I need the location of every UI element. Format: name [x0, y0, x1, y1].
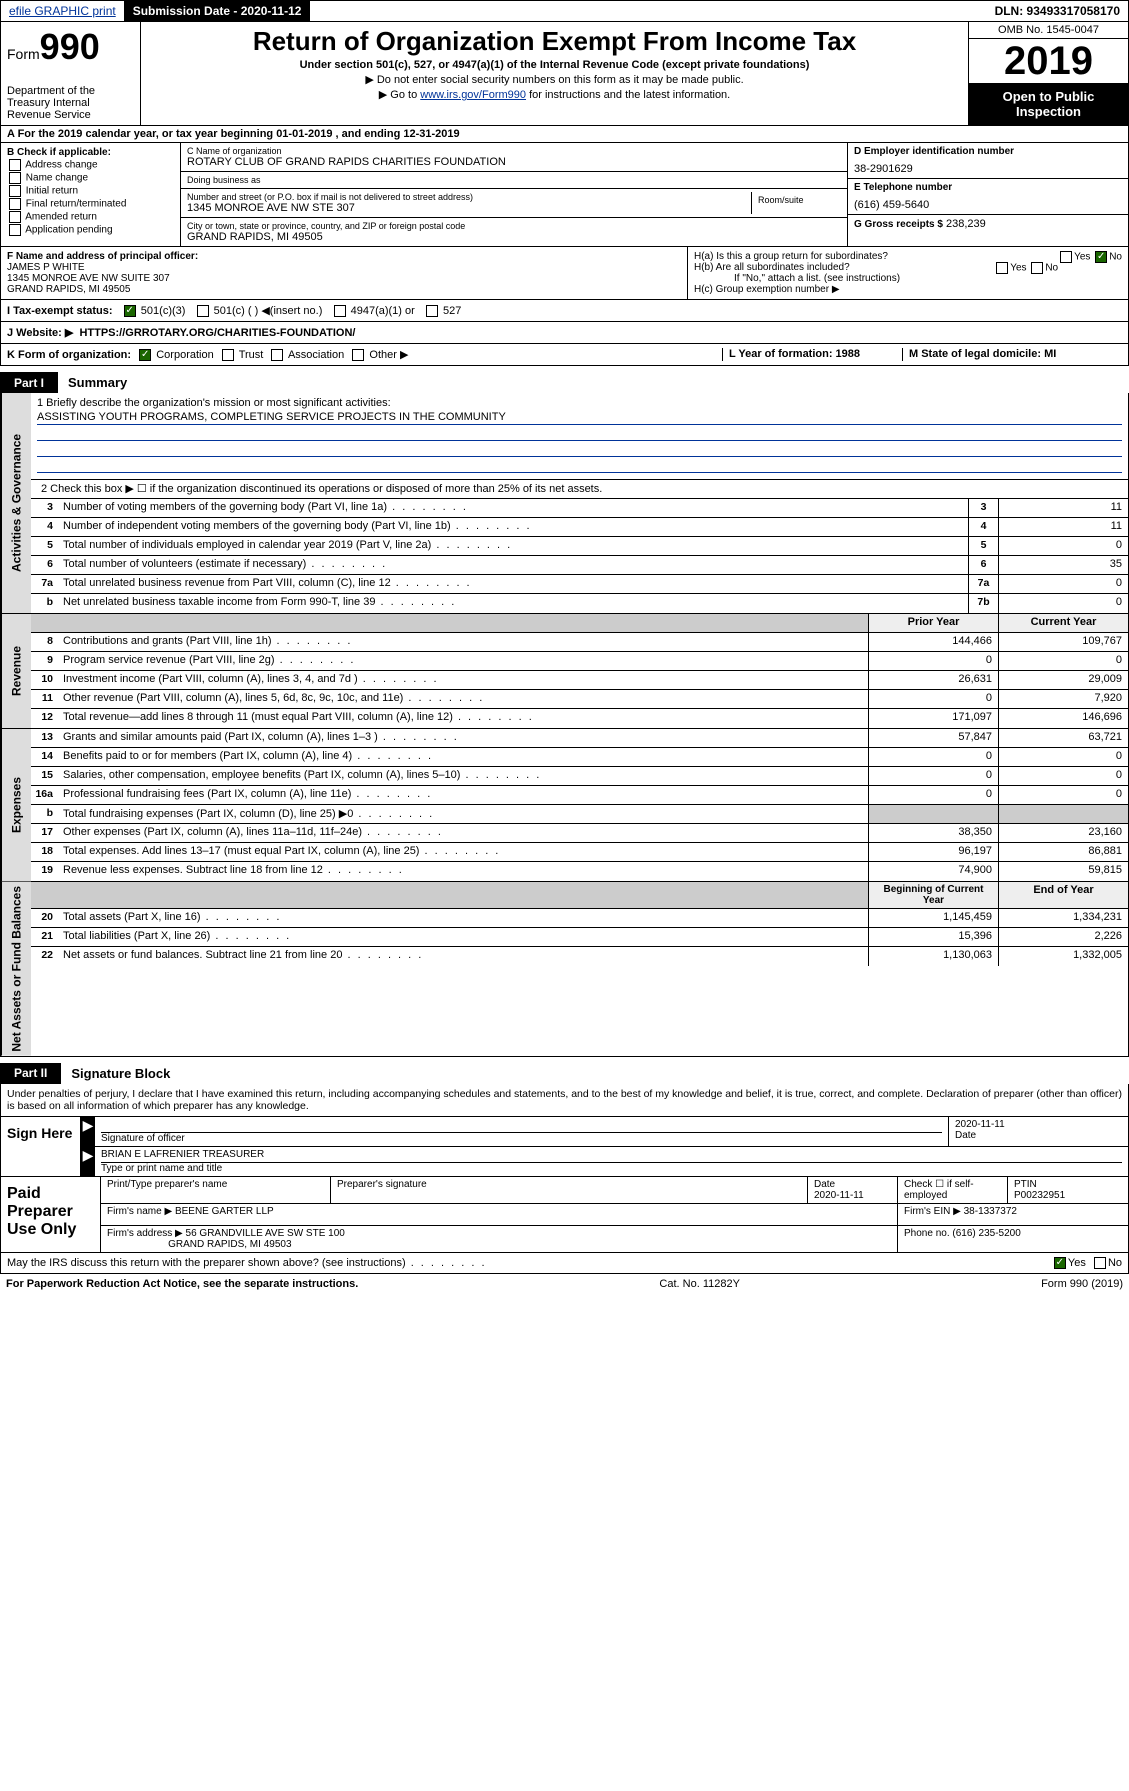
chk-501c3[interactable]	[124, 305, 136, 317]
chk-corporation[interactable]	[139, 349, 151, 361]
chk-association[interactable]	[271, 349, 283, 361]
department: Department of the Treasury Internal Reve…	[7, 85, 134, 121]
subtitle: Under section 501(c), 527, or 4947(a)(1)…	[151, 59, 958, 71]
table-row: 15Salaries, other compensation, employee…	[31, 767, 1128, 786]
table-row: 22Net assets or fund balances. Subtract …	[31, 947, 1128, 966]
chk-final-return[interactable]: Final return/terminated	[7, 198, 174, 210]
table-row: 7aTotal unrelated business revenue from …	[31, 575, 1128, 594]
revenue-label: Revenue	[1, 614, 31, 728]
table-row: 20Total assets (Part X, line 16)1,145,45…	[31, 909, 1128, 928]
sig-arrow-icon: ▶	[81, 1117, 95, 1146]
address-cell: Number and street (or P.O. box if mail i…	[181, 189, 847, 218]
sign-here-row: Sign Here ▶ Signature of officer 2020-11…	[1, 1116, 1128, 1176]
chk-trust[interactable]	[222, 349, 234, 361]
line-2: 2 Check this box ▶ ☐ if the organization…	[31, 480, 1128, 499]
table-row: 14Benefits paid to or for members (Part …	[31, 748, 1128, 767]
col-b-checkboxes: B Check if applicable: Address change Na…	[1, 143, 181, 246]
open-to-public: Open to Public Inspection	[969, 83, 1128, 125]
table-row: 4Number of independent voting members of…	[31, 518, 1128, 537]
table-row: bNet unrelated business taxable income f…	[31, 594, 1128, 613]
tax-year: 2019	[969, 39, 1128, 83]
gross-receipts-cell: G Gross receipts $ 238,239	[848, 215, 1128, 246]
website-url[interactable]: HTTPS://GRROTARY.ORG/CHARITIES-FOUNDATIO…	[79, 327, 355, 339]
form-number: Form990	[7, 26, 134, 68]
expenses-section: Expenses 13Grants and similar amounts pa…	[0, 729, 1129, 882]
form-header: Form990 Department of the Treasury Inter…	[0, 22, 1129, 126]
chk-name-change[interactable]: Name change	[7, 172, 174, 184]
note-instructions: ▶ Go to www.irs.gov/Form990 for instruct…	[151, 88, 958, 101]
sig-arrow-icon: ▶	[81, 1147, 95, 1176]
chk-address-change[interactable]: Address change	[7, 159, 174, 171]
officer-group-row: F Name and address of principal officer:…	[0, 247, 1129, 300]
instructions-link[interactable]: www.irs.gov/Form990	[420, 89, 526, 101]
table-row: 21Total liabilities (Part X, line 26)15,…	[31, 928, 1128, 947]
footer: For Paperwork Reduction Act Notice, see …	[0, 1274, 1129, 1294]
state-domicile: M State of legal domicile: MI	[902, 348, 1122, 361]
table-row: 17Other expenses (Part IX, column (A), l…	[31, 824, 1128, 843]
firm-name: BEENE GARTER LLP	[175, 1206, 274, 1217]
table-row: 16aProfessional fundraising fees (Part I…	[31, 786, 1128, 805]
table-row: 13Grants and similar amounts paid (Part …	[31, 729, 1128, 748]
omb-number: OMB No. 1545-0047	[969, 22, 1128, 39]
org-info-grid: B Check if applicable: Address change Na…	[0, 143, 1129, 247]
telephone-cell: E Telephone number (616) 459-5640	[848, 179, 1128, 215]
website-row: J Website: ▶ HTTPS://GRROTARY.ORG/CHARIT…	[0, 322, 1129, 344]
dln: DLN: 93493317058170	[987, 1, 1128, 21]
perjury-declaration: Under penalties of perjury, I declare th…	[1, 1084, 1128, 1116]
discuss-row: May the IRS discuss this return with the…	[0, 1253, 1129, 1274]
table-row: 11Other revenue (Part VIII, column (A), …	[31, 690, 1128, 709]
chk-application-pending[interactable]: Application pending	[7, 224, 174, 236]
chk-discuss-yes[interactable]	[1054, 1257, 1066, 1269]
chk-527[interactable]	[426, 305, 438, 317]
org-name-cell: C Name of organization ROTARY CLUB OF GR…	[181, 143, 847, 172]
chk-initial-return[interactable]: Initial return	[7, 185, 174, 197]
revenue-header: Prior Year Current Year	[31, 614, 1128, 633]
table-row: 6Total number of volunteers (estimate if…	[31, 556, 1128, 575]
table-row: 8Contributions and grants (Part VIII, li…	[31, 633, 1128, 652]
table-row: 10Investment income (Part VIII, column (…	[31, 671, 1128, 690]
netassets-header: Beginning of Current Year End of Year	[31, 882, 1128, 909]
netassets-section: Net Assets or Fund Balances Beginning of…	[0, 882, 1129, 1057]
chk-discuss-no[interactable]	[1094, 1257, 1106, 1269]
table-row: 19Revenue less expenses. Subtract line 1…	[31, 862, 1128, 881]
mission-text: ASSISTING YOUTH PROGRAMS, COMPLETING SER…	[37, 411, 1122, 425]
table-row: 18Total expenses. Add lines 13–17 (must …	[31, 843, 1128, 862]
table-row: 12Total revenue—add lines 8 through 11 (…	[31, 709, 1128, 728]
officer-name: BRIAN E LAFRENIER TREASURER	[101, 1149, 1122, 1163]
part1-header: Part I Summary	[0, 372, 1129, 393]
chk-amended[interactable]: Amended return	[7, 211, 174, 223]
signature-section: Under penalties of perjury, I declare th…	[0, 1084, 1129, 1253]
ein-cell: D Employer identification number 38-2901…	[848, 143, 1128, 179]
chk-4947[interactable]	[334, 305, 346, 317]
dba-cell: Doing business as	[181, 172, 847, 189]
form-of-org-row: K Form of organization: Corporation Trus…	[0, 344, 1129, 366]
topbar: efile GRAPHIC print Submission Date - 20…	[0, 0, 1129, 22]
part2-header: Part II Signature Block	[0, 1063, 1129, 1084]
table-row: 5Total number of individuals employed in…	[31, 537, 1128, 556]
table-row: bTotal fundraising expenses (Part IX, co…	[31, 805, 1128, 824]
expenses-label: Expenses	[1, 729, 31, 881]
mission-block: 1 Briefly describe the organization's mi…	[31, 393, 1128, 480]
revenue-section: Revenue Prior Year Current Year 8Contrib…	[0, 614, 1129, 729]
netassets-label: Net Assets or Fund Balances	[1, 882, 31, 1056]
submission-date: Submission Date - 2020-11-12	[125, 1, 311, 21]
chk-501c[interactable]	[197, 305, 209, 317]
note-ssn: ▶ Do not enter social security numbers o…	[151, 73, 958, 86]
year-formation: L Year of formation: 1988	[722, 348, 902, 361]
city-cell: City or town, state or province, country…	[181, 218, 847, 246]
table-row: 9Program service revenue (Part VIII, lin…	[31, 652, 1128, 671]
governance-section: Activities & Governance 1 Briefly descri…	[0, 393, 1129, 614]
paid-preparer-row: Paid Preparer Use Only Print/Type prepar…	[1, 1176, 1128, 1252]
efile-link[interactable]: efile GRAPHIC print	[1, 1, 125, 21]
group-return: H(a) Is this a group return for subordin…	[688, 247, 1128, 299]
chk-other[interactable]	[352, 349, 364, 361]
tax-period: A For the 2019 calendar year, or tax yea…	[0, 126, 1129, 143]
form-title: Return of Organization Exempt From Incom…	[151, 26, 958, 57]
principal-officer: F Name and address of principal officer:…	[1, 247, 688, 299]
table-row: 3Number of voting members of the governi…	[31, 499, 1128, 518]
tax-exempt-status: I Tax-exempt status: 501(c)(3) 501(c) ( …	[0, 300, 1129, 322]
governance-label: Activities & Governance	[1, 393, 31, 613]
